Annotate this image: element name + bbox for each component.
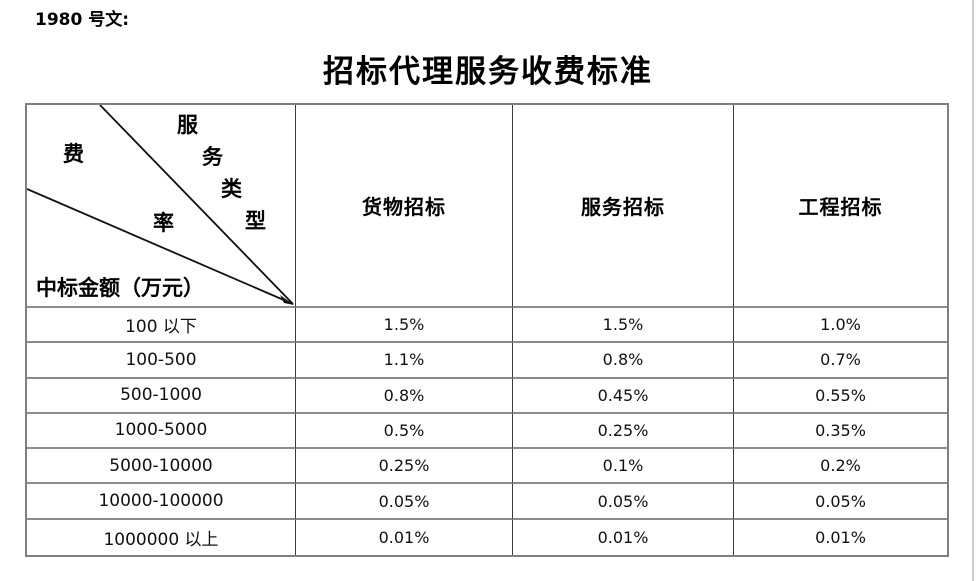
amount-range-cell: 10000-100000 (27, 484, 296, 520)
column-header-label: 工程招标 (798, 195, 883, 219)
amount-range-label: 10000-100000 (98, 491, 224, 512)
fee-standard-table: 服 务 类 型 费 率 中标金额（万元） 货物招标 服务招标 工程招标 100 … (25, 103, 949, 557)
fee-cell: 0.05% (734, 484, 947, 520)
service-type-char: 型 (245, 208, 266, 233)
amount-range-cell: 500-1000 (27, 378, 296, 414)
service-type-char: 服 (177, 112, 198, 137)
amount-range-label: 5000-10000 (109, 455, 213, 476)
fee-cell: 1.5% (296, 308, 513, 344)
fee-cell: 0.25% (513, 413, 734, 450)
fee-value: 0.05% (378, 491, 430, 511)
fee-value: 1.5% (602, 315, 644, 335)
amount-range-label: 1000000 以上 (103, 529, 219, 550)
fee-cell: 0.05% (296, 484, 513, 520)
amount-axis-label: 中标金额（万元） (36, 275, 204, 300)
diagonal-divider-lines (27, 105, 294, 305)
fee-value: 0.01% (815, 527, 866, 547)
amount-range-label: 500-1000 (120, 385, 202, 406)
page-title: 招标代理服务收费标准 (323, 54, 653, 90)
amount-range-cell: 1000000 以上 (27, 519, 296, 555)
fee-value: 0.5% (383, 420, 425, 440)
fee-value: 0.8% (383, 385, 425, 405)
fee-value: 0.05% (815, 491, 866, 511)
column-header-label: 货物招标 (362, 195, 446, 219)
fee-cell: 0.25% (296, 449, 513, 485)
column-header-engineering: 工程招标 (734, 105, 947, 308)
amount-range-label: 100-500 (125, 349, 197, 370)
fee-cell: 0.5% (296, 413, 513, 450)
amount-range-label: 100 以下 (125, 317, 197, 338)
amount-range-cell: 5000-10000 (27, 449, 296, 485)
fee-cell: 0.2% (734, 449, 947, 485)
amount-range-cell: 100-500 (27, 343, 296, 379)
fee-value: 1.5% (383, 315, 425, 335)
fee-cell: 0.35% (734, 414, 947, 450)
fee-value: 0.45% (597, 385, 649, 405)
fee-value: 0.1% (602, 456, 644, 476)
fee-value: 0.01% (378, 527, 430, 547)
amount-range-label: 1000-5000 (114, 420, 208, 441)
fee-cell: 1.5% (513, 308, 734, 344)
fee-cell: 0.01% (734, 520, 947, 555)
fee-value: 1.1% (383, 350, 425, 370)
fee-cell: 0.8% (513, 343, 734, 379)
fee-cell: 0.01% (296, 519, 513, 555)
fee-value: 0.55% (815, 385, 866, 405)
column-header-services: 服务招标 (513, 105, 734, 308)
fee-value: 0.01% (597, 527, 649, 547)
fee-value: 0.7% (820, 350, 861, 370)
service-type-char: 务 (202, 144, 223, 169)
service-type-char: 类 (221, 176, 242, 201)
amount-range-cell: 100 以下 (27, 308, 296, 344)
table-corner-cell: 服 务 类 型 费 率 中标金额（万元） (27, 105, 296, 308)
page-edge-divider (972, 0, 974, 581)
fee-value: 0.25% (378, 456, 430, 476)
fee-cell: 0.05% (513, 484, 734, 520)
fee-cell: 0.1% (513, 449, 734, 485)
amount-range-cell: 1000-5000 (27, 413, 296, 450)
fee-value: 0.35% (815, 420, 866, 440)
fee-rate-char: 率 (153, 210, 174, 235)
fee-value: 0.05% (597, 491, 649, 511)
fee-rate-char: 费 (63, 141, 84, 166)
fee-cell: 0.55% (734, 379, 947, 414)
fee-cell: 0.8% (296, 378, 513, 414)
fee-cell: 0.01% (513, 519, 734, 555)
fee-value: 0.25% (597, 420, 649, 440)
fee-value: 0.2% (820, 456, 861, 476)
doc-number-label: 1980 号文: (35, 10, 130, 30)
fee-value: 1.0% (820, 315, 861, 335)
fee-value: 0.8% (602, 350, 644, 370)
fee-cell: 0.7% (734, 343, 947, 379)
fee-cell: 1.1% (296, 343, 513, 379)
fee-cell: 1.0% (734, 308, 947, 344)
column-header-label: 服务招标 (581, 195, 665, 219)
fee-cell: 0.45% (513, 378, 734, 414)
column-header-goods: 货物招标 (296, 105, 513, 308)
